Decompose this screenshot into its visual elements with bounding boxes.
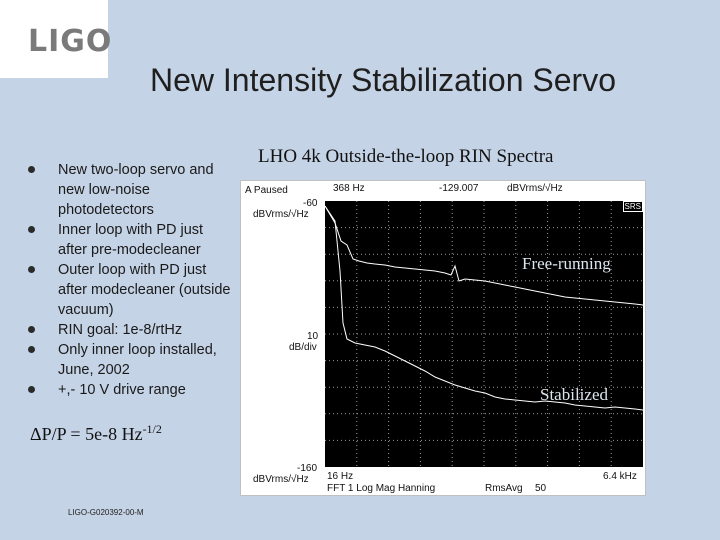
bottom-level-value: -160 [297, 463, 318, 474]
top-level-value: -60 [303, 198, 318, 209]
plot-grid [325, 201, 643, 467]
start-frequency: 16 Hz [327, 471, 354, 482]
bullet-dot-icon [28, 386, 35, 393]
free-running-trace [325, 205, 643, 306]
rin-formula: ΔP/P = 5e-8 Hz-1/2 [30, 422, 162, 444]
bullet-item: New two-loop servo and new low-noise pho… [28, 160, 233, 220]
stop-frequency: 6.4 kHz [603, 471, 637, 482]
bullet-dot-icon [28, 226, 35, 233]
spectrum-plot [325, 201, 643, 467]
average-count: 50 [535, 483, 547, 494]
analyzer-screen: SRS [325, 201, 643, 467]
scale-value: 10 [307, 331, 319, 342]
bullet-dot-icon [28, 326, 35, 333]
logo-panel: LIGO [0, 0, 111, 78]
top-level-unit: dBVrms/√Hz [253, 209, 309, 220]
plot-title: LHO 4k Outside-the-loop RIN Spectra [258, 146, 554, 167]
stabilized-label: Stabilized [540, 385, 608, 404]
bullet-dot-icon [28, 166, 35, 173]
marker-frequency: 368 Hz [333, 183, 365, 194]
stabilized-trace [325, 205, 643, 411]
document-id: LIGO-G020392-00-M [68, 508, 144, 517]
marker-value: -129.007 [439, 183, 479, 194]
fft-mode: FFT 1 Log Mag Hanning [327, 483, 436, 494]
free-running-label: Free-running [522, 254, 611, 273]
bullet-dot-icon [28, 266, 35, 273]
bullet-item: Inner loop with PD just after pre-modecl… [28, 220, 233, 260]
slide-title: New Intensity Stabilization Servo [150, 62, 616, 98]
bullet-dot-icon [28, 346, 35, 353]
spectrum-analyzer-display: A Paused 368 Hz -129.007 dBVrms/√Hz -60 … [240, 180, 646, 496]
srs-badge: SRS [622, 201, 643, 212]
average-label: RmsAvg [485, 483, 523, 494]
bottom-level-unit: dBVrms/√Hz [253, 474, 309, 485]
bullet-item: Only inner loop installed, June, 2002 [28, 340, 233, 380]
ligo-logo: LIGO [28, 24, 113, 59]
bullet-list: New two-loop servo and new low-noise pho… [28, 160, 233, 400]
bullet-item: Outer loop with PD just after modecleane… [28, 260, 233, 320]
bullet-item: +,- 10 V drive range [28, 380, 233, 400]
bullet-item: RIN goal: 1e-8/rtHz [28, 320, 233, 340]
status-text: A Paused [245, 185, 288, 196]
scale-unit: dB/div [289, 342, 317, 353]
marker-unit: dBVrms/√Hz [507, 183, 563, 194]
